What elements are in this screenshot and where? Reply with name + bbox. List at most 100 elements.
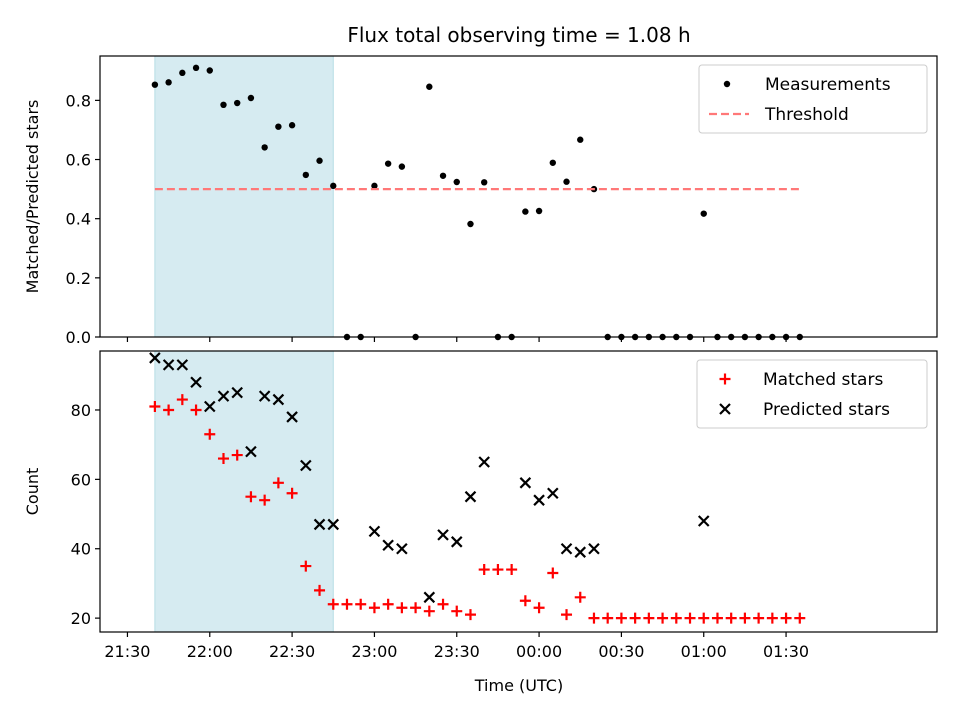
x-tick-label: 00:00 bbox=[516, 642, 562, 661]
data-point bbox=[563, 178, 570, 185]
data-point bbox=[286, 487, 298, 499]
data-point bbox=[506, 564, 518, 576]
data-point bbox=[162, 359, 175, 371]
data-point bbox=[368, 602, 380, 614]
data-point bbox=[657, 612, 669, 624]
data-point bbox=[451, 605, 463, 617]
data-point bbox=[464, 490, 477, 503]
data-point bbox=[261, 144, 268, 151]
data-point bbox=[766, 612, 778, 624]
data-point bbox=[258, 390, 271, 402]
series-0 bbox=[149, 394, 806, 624]
data-point bbox=[355, 598, 367, 610]
data-point bbox=[247, 94, 255, 102]
legend-marker bbox=[719, 373, 731, 385]
data-point bbox=[341, 598, 353, 610]
y-tick-label: 0.8 bbox=[66, 91, 91, 110]
y-tick-label: 60 bbox=[71, 470, 91, 489]
data-point bbox=[547, 567, 559, 579]
axes-frame bbox=[99, 350, 938, 633]
data-point bbox=[577, 136, 584, 143]
data-point bbox=[794, 612, 806, 624]
data-point bbox=[574, 591, 586, 603]
data-point bbox=[327, 518, 340, 531]
shaded-span bbox=[154, 55, 334, 338]
x-tick-label: 00:30 bbox=[598, 642, 644, 661]
series-0 bbox=[151, 64, 803, 341]
data-point bbox=[725, 612, 737, 624]
data-point bbox=[684, 612, 696, 624]
data-point bbox=[165, 79, 172, 86]
data-point bbox=[302, 171, 310, 179]
data-point bbox=[272, 393, 285, 406]
data-point bbox=[327, 598, 339, 610]
data-point bbox=[410, 602, 422, 614]
data-point bbox=[206, 67, 213, 74]
data-point bbox=[371, 182, 378, 190]
data-point bbox=[190, 404, 202, 416]
x-tick-label: 01:00 bbox=[681, 642, 727, 661]
data-point bbox=[330, 182, 337, 190]
series-1 bbox=[149, 352, 710, 604]
data-point bbox=[588, 542, 600, 555]
data-point bbox=[670, 612, 682, 624]
data-point bbox=[396, 542, 408, 555]
data-point bbox=[272, 477, 284, 489]
data-point bbox=[300, 459, 312, 472]
data-point bbox=[217, 453, 229, 465]
data-point bbox=[176, 359, 189, 371]
data-point bbox=[467, 220, 474, 228]
data-point bbox=[453, 178, 460, 186]
legend: Measurements Threshold bbox=[698, 64, 928, 134]
data-point bbox=[231, 449, 243, 461]
data-point bbox=[231, 386, 243, 399]
legend-label: Matched stars bbox=[763, 370, 883, 390]
data-point bbox=[286, 411, 298, 423]
legend-marker bbox=[723, 80, 731, 88]
data-point bbox=[217, 390, 230, 402]
x-axis-label: Time (UTC) bbox=[474, 676, 563, 695]
data-point bbox=[549, 159, 557, 166]
data-point bbox=[275, 123, 282, 130]
data-point bbox=[368, 525, 381, 538]
data-point bbox=[245, 491, 257, 503]
legend-box bbox=[698, 64, 928, 134]
data-point bbox=[480, 179, 488, 186]
data-point bbox=[426, 83, 433, 90]
data-point bbox=[384, 160, 392, 167]
x-tick-label: 22:00 bbox=[187, 642, 233, 661]
data-point bbox=[629, 612, 641, 624]
y-tick-label: 80 bbox=[71, 401, 91, 420]
y-tick-label: 0.2 bbox=[66, 269, 91, 288]
data-point bbox=[753, 612, 765, 624]
x-tick-label: 01:30 bbox=[763, 642, 809, 661]
data-point bbox=[396, 602, 408, 614]
data-point bbox=[711, 612, 723, 624]
data-point bbox=[533, 602, 545, 614]
legend-label: Predicted stars bbox=[763, 400, 890, 420]
data-point bbox=[245, 445, 257, 458]
data-point bbox=[151, 81, 159, 88]
chart-title: Flux total observing time = 1.08 h bbox=[347, 23, 690, 47]
legend: Matched stars Predicted stars bbox=[696, 359, 928, 429]
legend-marker bbox=[719, 403, 731, 415]
data-point bbox=[192, 64, 200, 72]
data-point bbox=[163, 404, 175, 416]
data-point bbox=[176, 394, 188, 406]
data-point bbox=[300, 560, 312, 572]
data-point bbox=[450, 536, 463, 548]
data-point bbox=[535, 207, 543, 215]
data-point bbox=[437, 529, 449, 541]
x-tick-label: 21:30 bbox=[104, 642, 150, 661]
data-point bbox=[437, 598, 449, 610]
data-point bbox=[382, 598, 394, 610]
y-tick-label: 0.4 bbox=[66, 210, 91, 229]
data-point bbox=[643, 612, 655, 624]
data-point bbox=[519, 595, 531, 607]
data-point bbox=[313, 518, 326, 531]
x-tick-label: 23:00 bbox=[351, 642, 397, 661]
x-tick-label: 22:30 bbox=[269, 642, 315, 661]
y-tick-label: 0.0 bbox=[66, 328, 91, 347]
y-tick-label: 40 bbox=[71, 540, 91, 559]
